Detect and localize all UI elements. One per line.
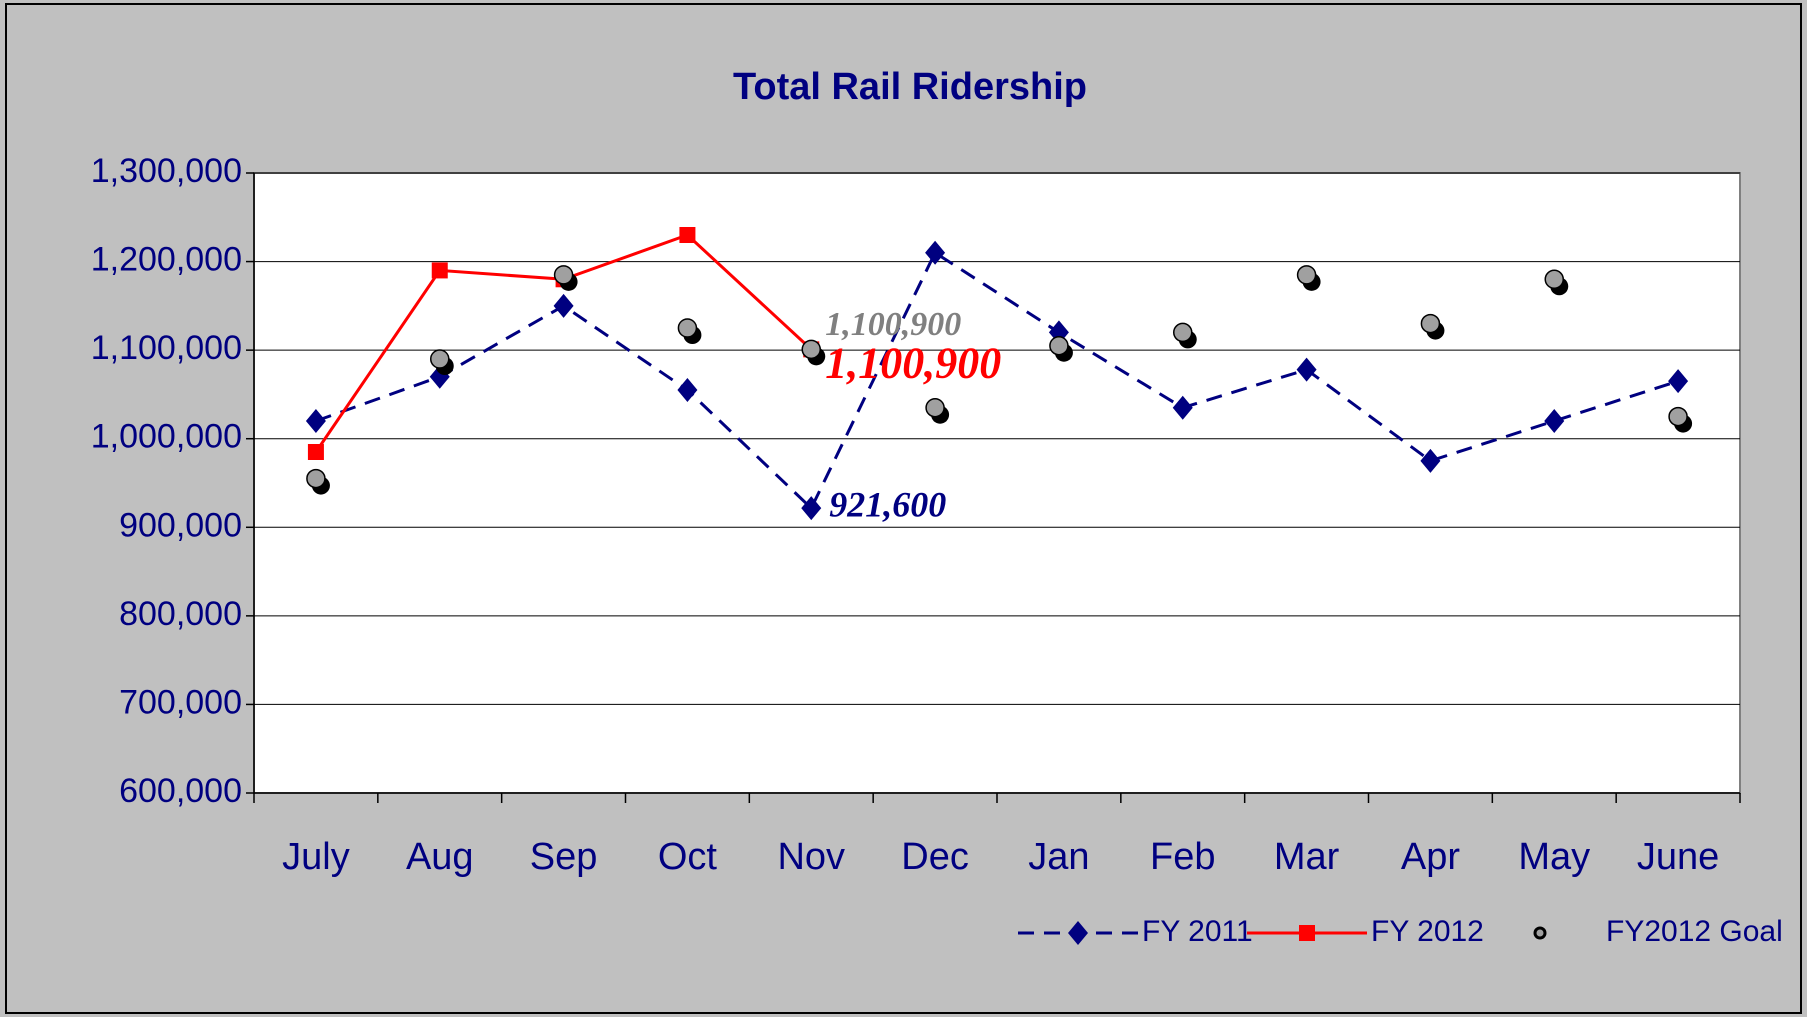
marker-face xyxy=(1296,265,1317,285)
marker xyxy=(1173,322,1197,349)
plot-area xyxy=(253,172,1741,794)
marker-face xyxy=(1544,269,1564,290)
marker xyxy=(1172,395,1193,420)
marker xyxy=(1420,313,1445,340)
marker xyxy=(306,468,330,495)
marker-face xyxy=(1533,926,1547,940)
marker xyxy=(677,318,702,344)
x-tick-label: Aug xyxy=(406,836,474,878)
legend-label: FY2012 Goal xyxy=(1606,915,1783,948)
marker xyxy=(677,378,698,402)
x-tick-label: July xyxy=(282,836,350,878)
marker xyxy=(1420,448,1441,473)
legend-marker xyxy=(1533,926,1547,940)
data-label: 1,100,900 xyxy=(825,338,1001,387)
x-tick-label: Mar xyxy=(1274,836,1340,878)
marker xyxy=(801,496,822,521)
y-tick-label: 700,000 xyxy=(119,683,242,721)
marker xyxy=(1049,335,1073,362)
x-tick-label: Feb xyxy=(1150,836,1215,878)
marker xyxy=(1544,409,1565,433)
y-tick-label: 1,100,000 xyxy=(91,329,242,367)
x-tick-label: May xyxy=(1518,836,1590,878)
marker xyxy=(1296,265,1321,291)
marker xyxy=(1296,357,1317,382)
y-tick-label: 600,000 xyxy=(119,772,242,810)
marker xyxy=(305,409,326,433)
x-tick-label: Dec xyxy=(901,836,969,878)
marker xyxy=(925,397,950,424)
marker xyxy=(1668,406,1693,433)
marker xyxy=(1299,925,1315,941)
data-label: 1,100,900 xyxy=(825,306,961,343)
marker xyxy=(307,444,324,460)
x-tick-label: Jan xyxy=(1028,836,1089,878)
marker-face xyxy=(677,318,698,338)
marker xyxy=(1544,269,1569,296)
marker xyxy=(1068,921,1088,945)
y-tick-label: 800,000 xyxy=(119,595,242,633)
marker xyxy=(430,349,454,375)
data-label: 921,600 xyxy=(829,484,946,524)
y-tick-label: 1,300,000 xyxy=(91,152,242,190)
x-tick-label: June xyxy=(1637,836,1719,878)
marker xyxy=(553,293,574,318)
marker-face xyxy=(306,468,326,489)
legend-label: FY 2011 xyxy=(1142,915,1253,948)
x-tick-label: Apr xyxy=(1401,836,1460,878)
marker-face xyxy=(1668,406,1688,427)
x-tick-label: Oct xyxy=(658,836,718,878)
marker-face xyxy=(1420,313,1441,334)
marker-face xyxy=(430,349,450,369)
x-tick-label: Nov xyxy=(777,836,845,878)
legend-label: FY 2012 xyxy=(1371,915,1484,948)
marker xyxy=(553,265,578,291)
marker xyxy=(431,262,448,279)
marker xyxy=(925,240,946,265)
x-tick-label: Sep xyxy=(530,836,598,878)
marker-face xyxy=(1173,322,1193,343)
marker-face xyxy=(553,265,574,285)
marker xyxy=(679,227,696,243)
marker-face xyxy=(801,339,821,360)
y-tick-label: 900,000 xyxy=(119,506,242,544)
marker xyxy=(1668,369,1689,394)
y-tick-label: 1,000,000 xyxy=(91,418,242,456)
chart-title: Total Rail Ridership xyxy=(733,66,1087,108)
marker-face xyxy=(925,397,945,418)
marker xyxy=(801,339,826,366)
marker-face xyxy=(1049,335,1069,356)
y-tick-label: 1,200,000 xyxy=(91,241,242,279)
